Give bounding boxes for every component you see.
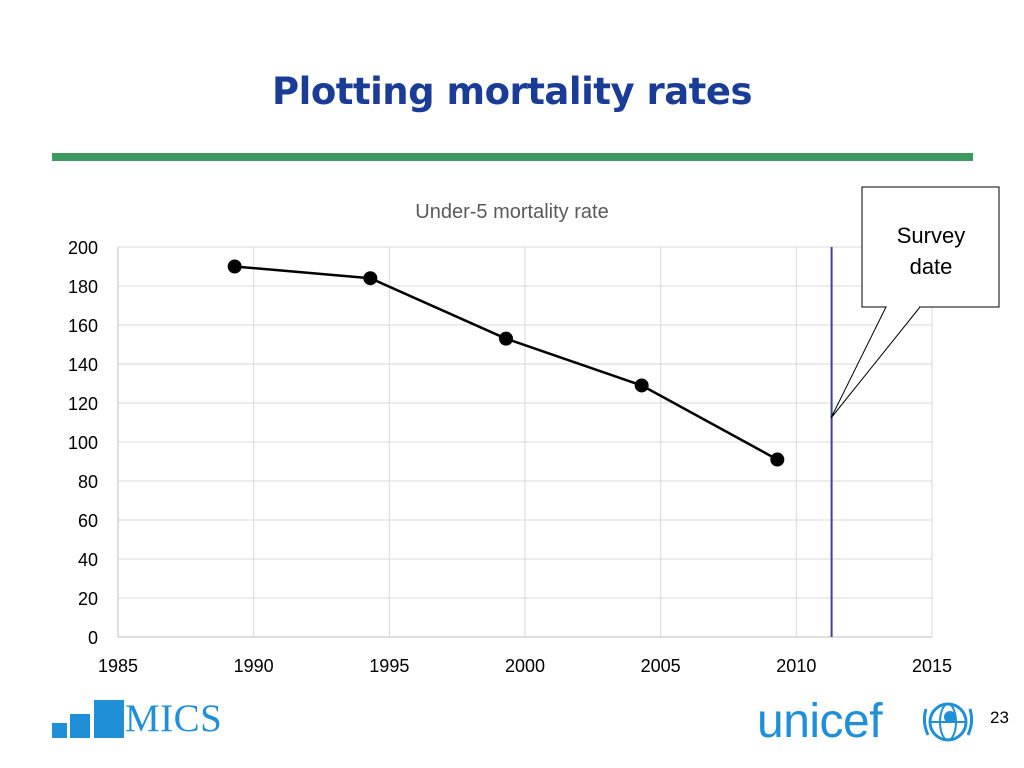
slide-title: Plotting mortality rates xyxy=(272,70,752,113)
mics-logo-text: MICS xyxy=(125,697,223,740)
page-number: 23 xyxy=(990,708,1009,727)
callout-line1: Survey xyxy=(896,223,966,248)
series-line xyxy=(234,265,778,461)
data-point xyxy=(227,259,242,274)
data-point xyxy=(499,331,514,346)
title-divider xyxy=(52,153,973,161)
unicef-globe-icon xyxy=(922,702,974,742)
y-tick-label: 60 xyxy=(78,511,98,531)
mics-logo-bars-icon xyxy=(52,700,124,738)
survey-date-callout xyxy=(830,186,1000,419)
y-tick-label: 80 xyxy=(78,472,98,492)
x-tick-label: 2000 xyxy=(505,656,545,676)
chart-grid xyxy=(118,246,933,637)
x-tick-label: 2005 xyxy=(641,656,681,676)
x-tick-label: 2015 xyxy=(912,656,952,676)
data-point xyxy=(363,271,378,286)
y-tick-label: 20 xyxy=(78,589,98,609)
y-tick-label: 180 xyxy=(68,277,98,297)
unicef-logo-text: unicef xyxy=(757,695,883,748)
x-tick-label: 1995 xyxy=(369,656,409,676)
y-tick-label: 40 xyxy=(78,550,98,570)
y-tick-label: 140 xyxy=(68,355,98,375)
callout-pointer xyxy=(830,306,921,419)
data-point xyxy=(634,378,649,393)
chart-title: Under-5 mortality rate xyxy=(415,201,608,223)
chart-series xyxy=(227,259,785,467)
data-point xyxy=(770,452,785,467)
y-tick-label: 100 xyxy=(68,433,98,453)
x-tick-label: 2010 xyxy=(776,656,816,676)
callout-line2: date xyxy=(909,254,953,279)
callout-label: Survey date xyxy=(864,220,998,282)
y-tick-label: 200 xyxy=(68,238,98,258)
y-tick-label: 120 xyxy=(68,394,98,414)
y-tick-label: 0 xyxy=(88,628,98,648)
chart-axes: 0 20 40 60 80 100 120 140 160 180 200 1985 1990 1995 2… xyxy=(68,238,952,676)
x-tick-label: 1985 xyxy=(98,656,138,676)
x-tick-label: 1990 xyxy=(234,656,274,676)
y-tick-label: 160 xyxy=(68,316,98,336)
